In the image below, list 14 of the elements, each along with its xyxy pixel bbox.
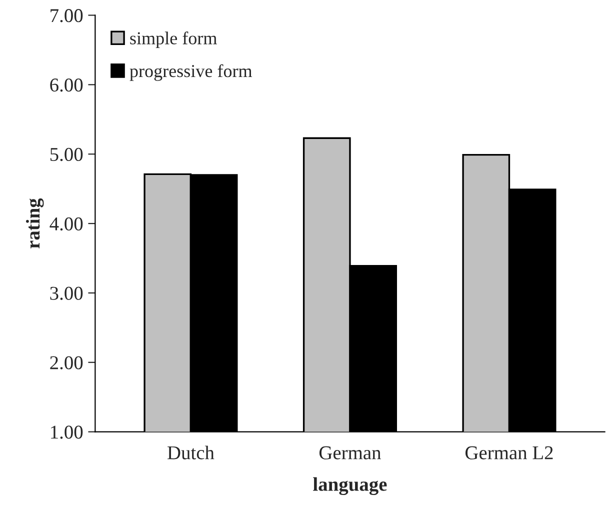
y-axis-title: rating xyxy=(26,198,44,248)
y-tick-label: 1.00 xyxy=(51,426,83,439)
y-tick-label: 6.00 xyxy=(50,78,83,92)
x-tick-label: German xyxy=(319,446,381,460)
legend-label: progressive form xyxy=(130,64,252,81)
y-tick-label: 5.00 xyxy=(50,148,83,162)
y-tick-label: 2.00 xyxy=(50,356,83,370)
x-tick-label: Dutch xyxy=(168,446,214,460)
x-tick-label: German L2 xyxy=(465,446,553,460)
x-axis-title: language xyxy=(313,477,387,495)
y-tick-label: 4.00 xyxy=(50,217,83,231)
y-tick-label: 7.00 xyxy=(50,9,83,22)
legend-label: simple form xyxy=(130,31,217,48)
y-tick-label: 3.00 xyxy=(50,286,83,300)
